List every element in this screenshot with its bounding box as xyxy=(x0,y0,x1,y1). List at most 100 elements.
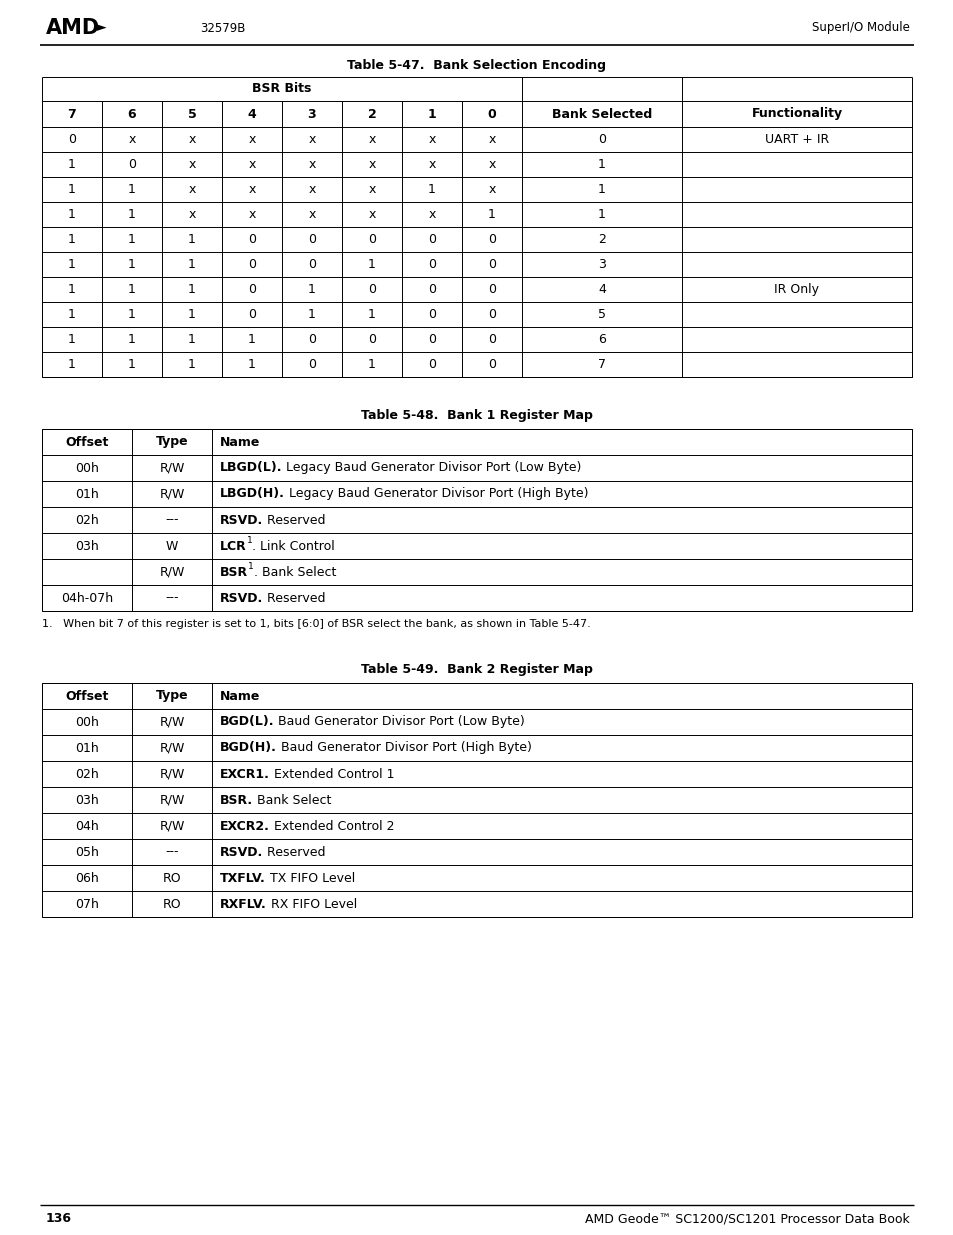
Text: RX FIFO Level: RX FIFO Level xyxy=(267,898,356,910)
Text: RSVD.: RSVD. xyxy=(220,592,263,604)
Text: 0: 0 xyxy=(488,283,496,296)
Text: ►: ► xyxy=(97,21,107,35)
Text: Functionality: Functionality xyxy=(751,107,841,121)
Text: 0: 0 xyxy=(68,133,76,146)
Text: 1: 1 xyxy=(368,308,375,321)
Text: Name: Name xyxy=(220,436,260,448)
Text: ---: --- xyxy=(165,846,178,858)
Text: 1: 1 xyxy=(368,358,375,370)
Text: 0: 0 xyxy=(487,107,496,121)
Text: 1: 1 xyxy=(188,308,195,321)
Text: Table 5-47.  Bank Selection Encoding: Table 5-47. Bank Selection Encoding xyxy=(347,58,606,72)
Text: Legacy Baud Generator Divisor Port (Low Byte): Legacy Baud Generator Divisor Port (Low … xyxy=(282,462,581,474)
Text: 1: 1 xyxy=(128,308,135,321)
Text: 32579B: 32579B xyxy=(200,21,245,35)
Text: x: x xyxy=(188,133,195,146)
Text: 0: 0 xyxy=(368,283,375,296)
Text: BGD(L).: BGD(L). xyxy=(220,715,274,729)
Text: BSR Bits: BSR Bits xyxy=(252,83,312,95)
Text: 1: 1 xyxy=(308,283,315,296)
Text: 1: 1 xyxy=(247,536,253,545)
Text: 0: 0 xyxy=(598,133,605,146)
Text: 1: 1 xyxy=(188,333,195,346)
Text: x: x xyxy=(428,158,436,170)
Text: R/W: R/W xyxy=(159,741,185,755)
Text: x: x xyxy=(428,207,436,221)
Text: Bank Selected: Bank Selected xyxy=(551,107,652,121)
Text: AMD: AMD xyxy=(46,19,100,38)
Text: LCR: LCR xyxy=(220,540,247,552)
Text: 03h: 03h xyxy=(75,794,99,806)
Text: x: x xyxy=(368,183,375,196)
Text: 6: 6 xyxy=(598,333,605,346)
Text: R/W: R/W xyxy=(159,767,185,781)
Text: x: x xyxy=(488,158,496,170)
Text: 1: 1 xyxy=(128,233,135,246)
Text: 1: 1 xyxy=(68,308,76,321)
Text: 1: 1 xyxy=(248,562,253,571)
Text: 1: 1 xyxy=(128,358,135,370)
Text: TXFLV.: TXFLV. xyxy=(220,872,266,884)
Text: 0: 0 xyxy=(428,333,436,346)
Text: 1: 1 xyxy=(68,183,76,196)
Text: 0: 0 xyxy=(488,233,496,246)
Text: 0: 0 xyxy=(428,358,436,370)
Text: R/W: R/W xyxy=(159,488,185,500)
Text: 1: 1 xyxy=(428,183,436,196)
Text: UART + IR: UART + IR xyxy=(764,133,828,146)
Text: ---: --- xyxy=(165,514,178,526)
Text: x: x xyxy=(248,158,255,170)
Text: 1: 1 xyxy=(598,183,605,196)
Text: x: x xyxy=(488,133,496,146)
Text: IR Only: IR Only xyxy=(774,283,819,296)
Text: 0: 0 xyxy=(248,308,255,321)
Text: Name: Name xyxy=(220,689,260,703)
Text: x: x xyxy=(188,207,195,221)
Text: 1: 1 xyxy=(128,207,135,221)
Text: Reserved: Reserved xyxy=(263,846,325,858)
Text: W: W xyxy=(166,540,178,552)
Text: 0: 0 xyxy=(248,233,255,246)
Text: x: x xyxy=(368,207,375,221)
Text: Extended Control 1: Extended Control 1 xyxy=(270,767,394,781)
Text: . Bank Select: . Bank Select xyxy=(253,566,335,578)
Text: Offset: Offset xyxy=(65,689,109,703)
Text: 07h: 07h xyxy=(75,898,99,910)
Text: 0: 0 xyxy=(308,258,315,270)
Text: x: x xyxy=(188,158,195,170)
Text: 1: 1 xyxy=(427,107,436,121)
Text: 136: 136 xyxy=(46,1213,71,1225)
Text: Baud Generator Divisor Port (Low Byte): Baud Generator Divisor Port (Low Byte) xyxy=(274,715,525,729)
Text: RSVD.: RSVD. xyxy=(220,846,263,858)
Text: Extended Control 2: Extended Control 2 xyxy=(270,820,394,832)
Text: 7: 7 xyxy=(68,107,76,121)
Text: 2: 2 xyxy=(598,233,605,246)
Text: 0: 0 xyxy=(428,258,436,270)
Text: Reserved: Reserved xyxy=(263,514,325,526)
Text: 0: 0 xyxy=(488,358,496,370)
Text: 1.   When bit 7 of this register is set to 1, bits [6:0] of BSR select the bank,: 1. When bit 7 of this register is set to… xyxy=(42,619,590,629)
Text: 1: 1 xyxy=(188,258,195,270)
Text: 1: 1 xyxy=(68,258,76,270)
Text: 4: 4 xyxy=(598,283,605,296)
Text: Table 5-49.  Bank 2 Register Map: Table 5-49. Bank 2 Register Map xyxy=(360,662,593,676)
Text: 1: 1 xyxy=(598,207,605,221)
Text: 3: 3 xyxy=(598,258,605,270)
Text: 01h: 01h xyxy=(75,488,99,500)
Text: . Link Control: . Link Control xyxy=(253,540,335,552)
Text: Table 5-48.  Bank 1 Register Map: Table 5-48. Bank 1 Register Map xyxy=(360,409,593,421)
Text: 00h: 00h xyxy=(75,715,99,729)
Text: x: x xyxy=(428,133,436,146)
Text: 03h: 03h xyxy=(75,540,99,552)
Text: 5: 5 xyxy=(188,107,196,121)
Text: 0: 0 xyxy=(428,233,436,246)
Text: 1: 1 xyxy=(128,283,135,296)
Text: 02h: 02h xyxy=(75,514,99,526)
Text: 1: 1 xyxy=(68,358,76,370)
Text: 1: 1 xyxy=(68,283,76,296)
Text: 2: 2 xyxy=(367,107,376,121)
Text: 05h: 05h xyxy=(75,846,99,858)
Text: 06h: 06h xyxy=(75,872,99,884)
Text: 3: 3 xyxy=(308,107,316,121)
Text: 1: 1 xyxy=(128,183,135,196)
